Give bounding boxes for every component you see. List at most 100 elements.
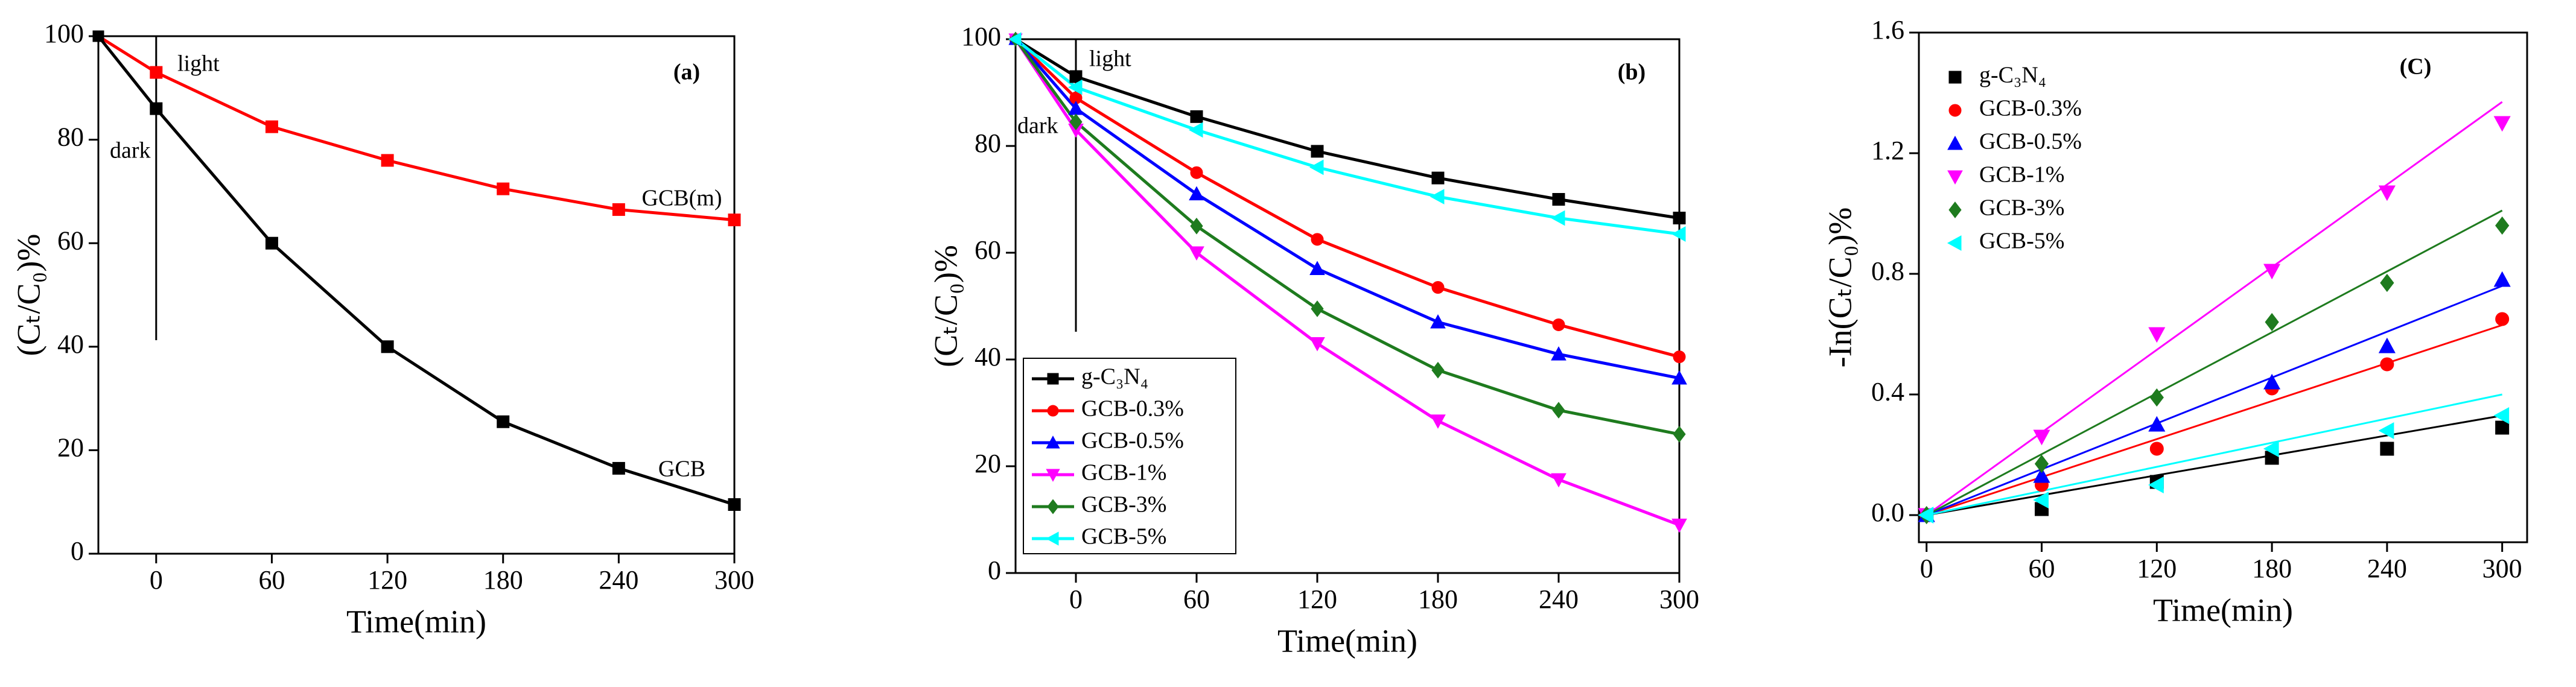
legend-marker bbox=[1047, 405, 1059, 417]
series-label: GCB bbox=[658, 457, 705, 482]
marker bbox=[1311, 300, 1324, 317]
y-tick-label: 100 bbox=[961, 22, 1001, 51]
marker bbox=[1918, 506, 1934, 524]
y-tick-label: 40 bbox=[57, 329, 84, 359]
plot-frame bbox=[1918, 31, 2528, 543]
marker bbox=[2493, 407, 2510, 425]
plot-frame bbox=[1014, 38, 1681, 574]
legend-label: g-C₃N₄ bbox=[1979, 63, 2046, 88]
x-axis-title: Time(min) bbox=[1277, 622, 1417, 659]
x-tick-label: 0 bbox=[150, 565, 163, 595]
marker bbox=[612, 461, 625, 475]
x-axis-title: Time(min) bbox=[346, 603, 486, 639]
marker bbox=[1431, 281, 1445, 294]
panel: 0 60 120 180 240 300 0 20 40 60 80 100 Time(min) (Cₜ/… bbox=[927, 22, 1699, 659]
plot-frame bbox=[97, 35, 736, 555]
y-tick-label: 0 bbox=[71, 536, 84, 566]
x-tick-label: 300 bbox=[2482, 554, 2522, 583]
marker bbox=[1190, 110, 1203, 123]
legend-label: GCB-0.3% bbox=[1081, 396, 1184, 422]
x-tick-label: 60 bbox=[258, 565, 285, 595]
marker bbox=[2033, 491, 2049, 509]
marker bbox=[1067, 79, 1083, 95]
trend-line bbox=[1926, 209, 2503, 516]
x-tick-label: 180 bbox=[483, 565, 523, 595]
series-label: GCB(m) bbox=[642, 186, 722, 211]
marker bbox=[2033, 467, 2050, 483]
x-tick-label: 300 bbox=[1659, 584, 1699, 614]
legend-marker bbox=[1948, 71, 1962, 84]
marker bbox=[2493, 116, 2511, 132]
trend-line bbox=[1926, 393, 2502, 516]
legend-marker bbox=[1947, 135, 1963, 150]
marker bbox=[2148, 327, 2166, 343]
trend-line bbox=[1926, 285, 2503, 516]
legend-label: GCB-0.5% bbox=[1081, 428, 1184, 454]
x-tick-label: 120 bbox=[1297, 584, 1337, 614]
marker bbox=[728, 214, 741, 227]
marker bbox=[1671, 226, 1686, 242]
marker bbox=[1552, 402, 1565, 419]
x-tick-label: 0 bbox=[1920, 554, 1933, 583]
legend-label: GCB-5% bbox=[1979, 229, 2064, 254]
marker bbox=[1673, 426, 1686, 443]
legend-marker bbox=[1947, 235, 1962, 251]
legend-marker bbox=[1047, 499, 1059, 514]
x-tick-label: 180 bbox=[1418, 584, 1458, 614]
marker bbox=[1431, 361, 1445, 379]
annotation: light bbox=[1089, 46, 1131, 72]
marker bbox=[1430, 314, 1446, 329]
legend-label: GCB-1% bbox=[1081, 460, 1166, 486]
marker bbox=[1431, 171, 1445, 185]
marker bbox=[1671, 370, 1687, 385]
series-line bbox=[97, 35, 735, 506]
marker bbox=[1673, 211, 1686, 224]
marker bbox=[381, 154, 394, 167]
x-tick-label: 240 bbox=[2367, 554, 2407, 583]
marker bbox=[2378, 422, 2394, 440]
marker bbox=[265, 236, 278, 250]
legend-marker bbox=[1047, 373, 1059, 385]
marker bbox=[2493, 271, 2511, 287]
marker bbox=[265, 120, 278, 133]
marker bbox=[1309, 159, 1324, 176]
marker bbox=[2495, 312, 2510, 326]
annotation: dark bbox=[110, 138, 151, 163]
legend-label: GCB-3% bbox=[1081, 492, 1166, 518]
marker bbox=[728, 498, 741, 511]
marker bbox=[2263, 373, 2281, 390]
marker bbox=[1550, 210, 1565, 226]
panel: 0 60 120 180 240 300 0.0 0.4 0.8 1.2 1.6 Time(min) -… bbox=[1822, 15, 2528, 628]
y-tick-label: 0.4 bbox=[1871, 377, 1904, 407]
marker bbox=[1309, 337, 1325, 352]
y-tick-label: 40 bbox=[975, 342, 1001, 372]
marker bbox=[2378, 185, 2396, 201]
marker bbox=[1551, 473, 1566, 488]
y-tick-label: 60 bbox=[975, 235, 1001, 265]
marker bbox=[2149, 442, 2164, 456]
y-tick-label: 80 bbox=[975, 128, 1001, 158]
x-tick-label: 60 bbox=[1183, 584, 1210, 614]
marker bbox=[150, 66, 163, 79]
marker bbox=[1552, 193, 1565, 206]
x-axis-title: Time(min) bbox=[2153, 592, 2293, 628]
x-tick-label: 60 bbox=[2029, 554, 2055, 583]
marker bbox=[1311, 145, 1324, 158]
marker bbox=[1069, 113, 1083, 130]
marker bbox=[1551, 346, 1566, 361]
marker bbox=[1189, 186, 1204, 201]
legend-box bbox=[1023, 358, 1236, 554]
marker bbox=[1311, 233, 1324, 246]
marker bbox=[2148, 476, 2164, 494]
y-axis-title: (Cₜ/C₀)% bbox=[10, 234, 46, 356]
x-tick-label: 180 bbox=[2252, 554, 2292, 583]
marker bbox=[150, 102, 163, 115]
marker bbox=[1671, 518, 1687, 533]
legend-label: GCB-3% bbox=[1979, 195, 2064, 221]
marker bbox=[1189, 246, 1204, 261]
legend-marker bbox=[1948, 201, 1962, 218]
y-tick-label: 0 bbox=[988, 556, 1001, 585]
marker bbox=[1190, 217, 1203, 235]
